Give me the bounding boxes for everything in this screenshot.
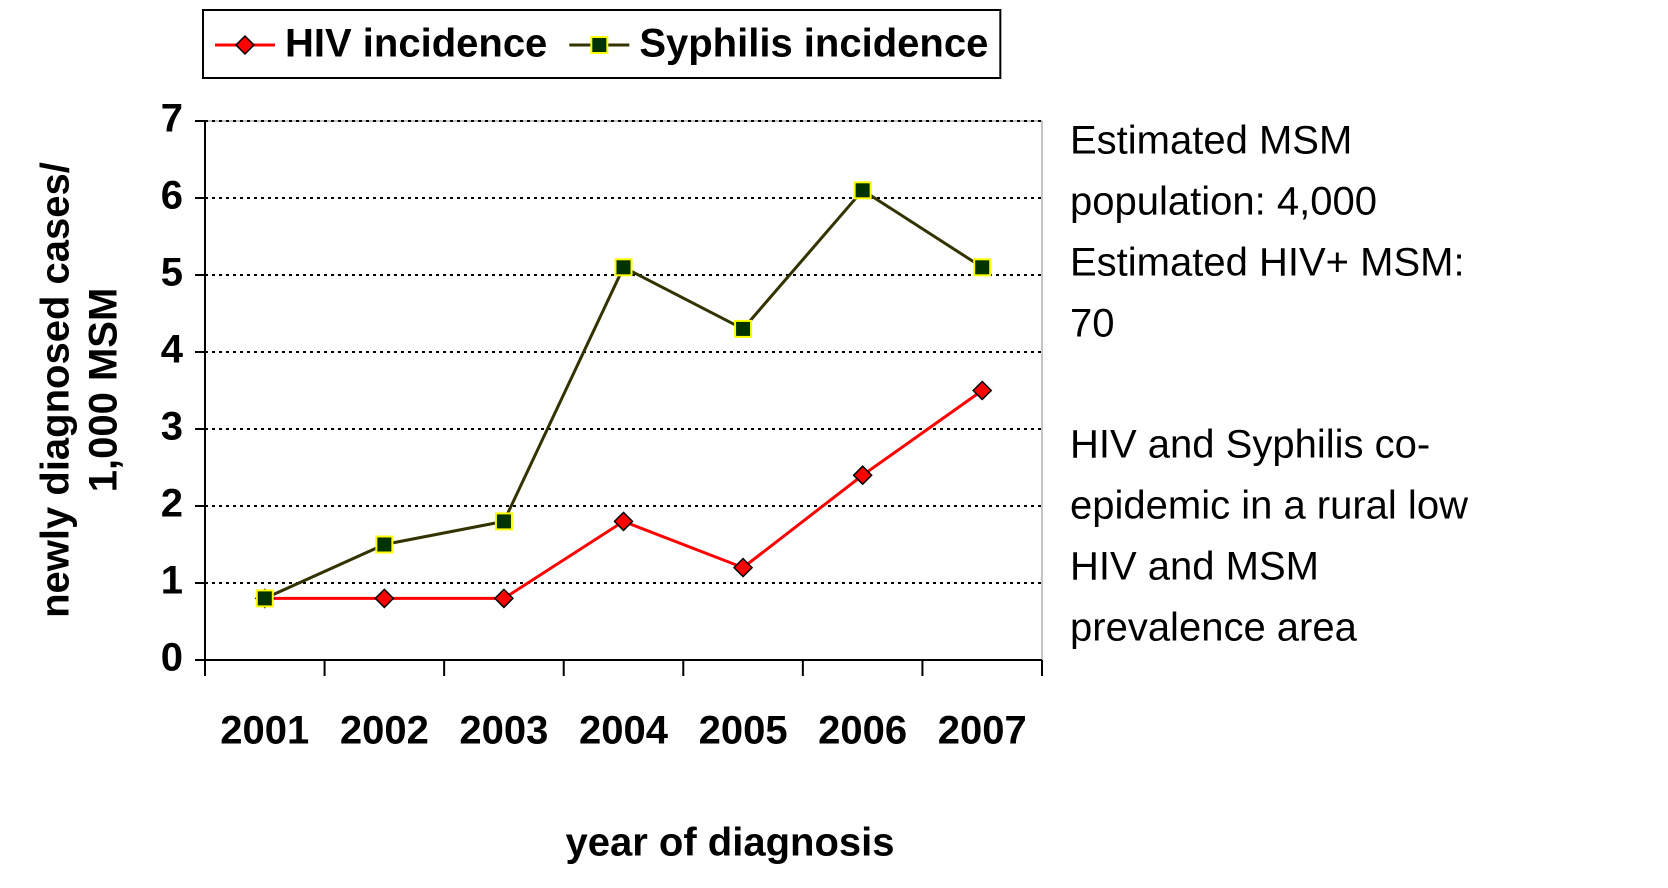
annotation: epidemic in a rural low (1070, 484, 1468, 528)
marker (734, 319, 753, 338)
x-axis-label: year of diagnosis (566, 821, 895, 865)
marker (493, 588, 514, 609)
marker (853, 181, 872, 200)
annotation: population: 4,000 (1070, 180, 1377, 224)
y-tick-label: 4 (161, 328, 184, 372)
marker (614, 258, 633, 277)
x-tick-label: 2001 (220, 709, 309, 753)
y-axis-label-line: 1,000 MSM (82, 288, 126, 493)
marker (374, 588, 395, 609)
marker (375, 535, 394, 554)
y-axis-label: newly diagnosed cases/ 1,000 MSM (34, 162, 126, 618)
annotation: HIV and MSM (1070, 545, 1319, 589)
annotation: 70 (1070, 302, 1115, 346)
y-tick-label: 2 (161, 482, 183, 526)
y-tick-label: 7 (161, 97, 183, 141)
y-tick-label: 0 (161, 636, 183, 680)
x-tick-label: 2007 (938, 709, 1027, 753)
x-tick-label: 2006 (818, 709, 907, 753)
annotation: prevalence area (1070, 606, 1358, 650)
annotation: Estimated HIV+ MSM: (1070, 241, 1465, 285)
legend-label: Syphilis incidence (639, 22, 988, 66)
x-tick-label: 2004 (579, 709, 669, 753)
marker (852, 465, 873, 486)
y-tick-label: 5 (161, 251, 183, 295)
marker (973, 258, 992, 277)
legend-label: HIV incidence (285, 22, 547, 66)
marker (255, 589, 274, 608)
y-tick-label: 3 (161, 405, 183, 449)
annotation: Estimated MSM (1070, 119, 1352, 163)
y-tick-label: 1 (161, 559, 183, 603)
legend: HIV incidence Syphilis incidence (202, 9, 1002, 79)
x-tick-label: 2005 (699, 709, 788, 753)
marker (733, 557, 754, 578)
annotation: HIV and Syphilis co- (1070, 423, 1430, 467)
marker (590, 36, 609, 54)
x-tick-label: 2002 (340, 709, 429, 753)
y-tick-label: 6 (161, 174, 183, 218)
marker (613, 511, 634, 532)
y-axis-label-line: newly diagnosed cases/ (34, 162, 78, 618)
x-tick-label: 2003 (459, 709, 548, 753)
marker (494, 512, 513, 531)
marker (972, 380, 993, 401)
marker (234, 34, 256, 56)
